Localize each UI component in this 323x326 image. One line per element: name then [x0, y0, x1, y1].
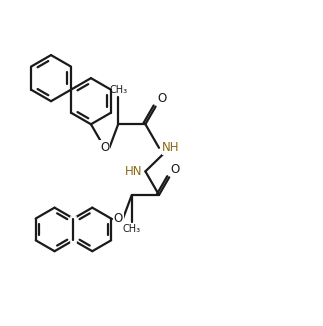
Text: O: O: [157, 92, 166, 105]
Text: O: O: [171, 163, 180, 176]
Text: O: O: [114, 212, 123, 225]
Text: NH: NH: [162, 141, 180, 154]
Text: O: O: [100, 141, 109, 154]
Text: CH₃: CH₃: [123, 224, 141, 234]
Text: HN: HN: [125, 165, 142, 178]
Text: CH₃: CH₃: [109, 85, 127, 96]
